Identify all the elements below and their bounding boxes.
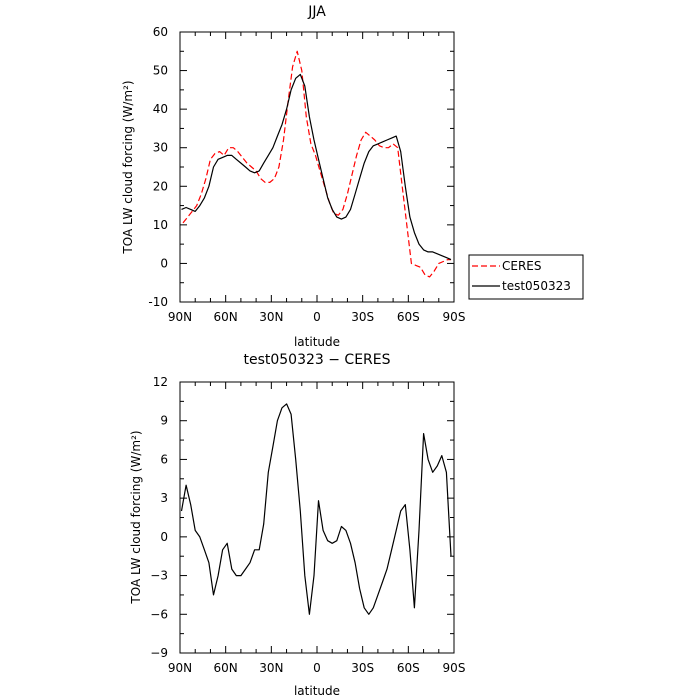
y-tick-label: 6 — [160, 452, 168, 466]
x-tick-label: 90N — [168, 661, 192, 675]
series-line-ceres — [182, 50, 451, 278]
plot-frame — [179, 31, 455, 303]
x-tick-label: 90N — [168, 310, 192, 324]
y-axis: -10 0 10 20 30 40 50 60 — [148, 25, 454, 309]
chart-title: test050323 − CERES — [243, 352, 390, 368]
y-tick-label: 12 — [153, 375, 168, 389]
y-tick-label: −9 — [150, 646, 168, 660]
x-tick-label: 30N — [259, 310, 283, 324]
y-tick-label: 30 — [153, 141, 168, 155]
series-line-difference-0 — [180, 403, 452, 615]
x-axis: 90N 60N 30N 0 30S 60S 90S — [168, 32, 466, 324]
legend: CERES test050323 — [468, 254, 584, 300]
y-tick-label: 9 — [160, 414, 168, 428]
y-axis-label: TOA LW cloud forcing (W/m²) — [129, 430, 143, 604]
y-axis-label: TOA LW cloud forcing (W/m²) — [121, 80, 135, 254]
x-axis: 90N 60N 30N 0 30S 60S 90S — [168, 382, 466, 675]
x-tick-label: 90S — [443, 661, 466, 675]
x-tick-label: 0 — [313, 661, 321, 675]
series-line-test050323 — [181, 73, 452, 261]
x-tick-label: 60N — [214, 661, 238, 675]
y-tick-label: 0 — [160, 530, 168, 544]
x-axis-label: latitude — [294, 335, 340, 349]
chart-panel-top: JJA -10 0 10 20 30 40 50 60 90N 60N 30N 0 30S 60S 90S… — [121, 4, 584, 349]
plot-lines — [180, 403, 452, 615]
y-tick-label: 50 — [153, 64, 168, 78]
legend-label-ceres: CERES — [502, 259, 542, 273]
y-tick-label: 40 — [153, 102, 168, 116]
x-tick-label: 60S — [397, 310, 420, 324]
x-tick-label: 30N — [259, 661, 283, 675]
x-tick-label: 90S — [443, 310, 466, 324]
y-tick-label: −6 — [150, 607, 168, 621]
y-tick-label: 0 — [160, 256, 168, 270]
x-tick-label: 0 — [313, 310, 321, 324]
legend-label-test050323: test050323 — [502, 279, 571, 293]
y-tick-label: −3 — [150, 569, 168, 583]
y-tick-label: 3 — [160, 491, 168, 505]
y-tick-label: -10 — [148, 295, 168, 309]
y-tick-label: 60 — [153, 25, 168, 39]
x-tick-label: 30S — [351, 310, 374, 324]
legend-box — [468, 254, 584, 300]
y-axis: −9 −6 −3 0 3 6 9 12 — [150, 375, 454, 660]
y-tick-label: 10 — [153, 218, 168, 232]
x-tick-label: 60N — [214, 310, 238, 324]
x-tick-label: 60S — [397, 661, 420, 675]
plot-lines — [181, 50, 452, 278]
x-axis-label: latitude — [294, 684, 340, 698]
x-tick-label: 30S — [351, 661, 374, 675]
y-tick-label: 20 — [153, 179, 168, 193]
chart-panel-bottom: test050323 − CERES −9 −6 −3 0 3 6 9 12 90N 60N 30… — [129, 352, 465, 698]
chart-title: JJA — [307, 4, 326, 20]
